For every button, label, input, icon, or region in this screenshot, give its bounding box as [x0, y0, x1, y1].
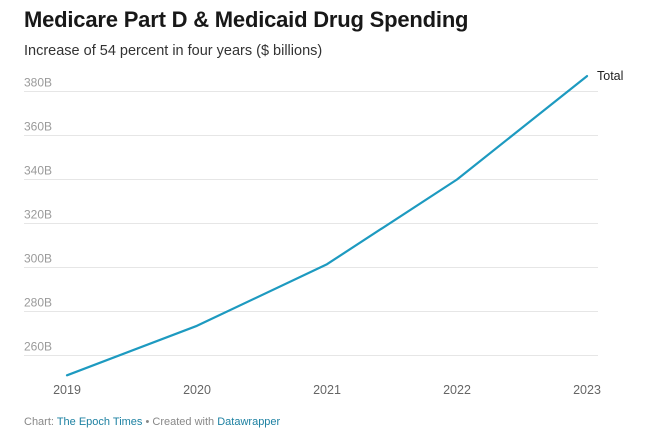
footer-prefix: Chart:	[24, 416, 54, 428]
chart-subtitle: Increase of 54 percent in four years ($ …	[24, 43, 323, 59]
x-tick-label: 2019	[53, 383, 81, 397]
datawrapper-link[interactable]: Datawrapper	[217, 416, 281, 428]
y-tick-label: 380B	[24, 76, 52, 90]
x-tick-label: 2022	[443, 383, 471, 397]
y-tick-label: 320B	[24, 208, 52, 222]
source-link[interactable]: The Epoch Times	[56, 416, 143, 428]
x-tick-label: 2020	[183, 383, 211, 397]
y-tick-label: 360B	[24, 120, 52, 134]
y-tick-label: 300B	[24, 252, 52, 266]
footer-separator: •	[145, 416, 150, 428]
x-tick-label: 2021	[313, 383, 341, 397]
y-tick-label: 260B	[24, 340, 52, 354]
footer-created-with: Created with	[152, 416, 215, 428]
chart-footer: Chart: The Epoch Times • Created with Da…	[24, 416, 280, 428]
y-tick-label: 340B	[24, 164, 52, 178]
series-line-total	[65, 74, 589, 377]
y-tick-label: 280B	[24, 296, 52, 310]
x-tick-label: 2023	[573, 383, 601, 397]
series-label-total: Total	[597, 69, 623, 83]
chart-title: Medicare Part D & Medicaid Drug Spending	[24, 7, 469, 32]
